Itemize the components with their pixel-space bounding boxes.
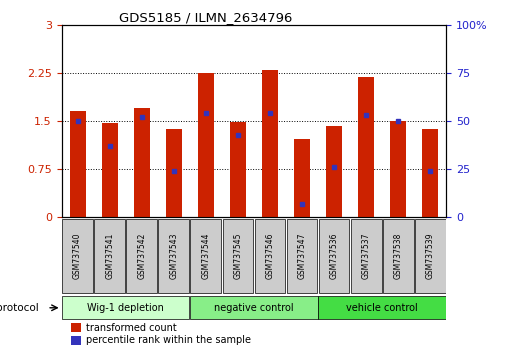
- Text: GSM737547: GSM737547: [298, 233, 307, 279]
- Bar: [223, 219, 253, 293]
- Bar: [198, 73, 214, 217]
- Text: vehicle control: vehicle control: [346, 303, 418, 313]
- Bar: [71, 336, 81, 345]
- Bar: [326, 126, 342, 217]
- Bar: [126, 219, 157, 293]
- Bar: [102, 123, 117, 217]
- Text: GDS5185 / ILMN_2634796: GDS5185 / ILMN_2634796: [119, 11, 292, 24]
- Bar: [134, 108, 150, 217]
- Bar: [190, 296, 318, 319]
- Bar: [159, 219, 189, 293]
- Text: transformed count: transformed count: [86, 323, 176, 333]
- Text: Wig-1 depletion: Wig-1 depletion: [87, 303, 164, 313]
- Bar: [71, 323, 81, 332]
- Bar: [390, 121, 406, 217]
- Text: GSM737540: GSM737540: [73, 233, 82, 279]
- Bar: [319, 296, 446, 319]
- Text: GSM737536: GSM737536: [329, 233, 339, 279]
- Text: GSM737545: GSM737545: [233, 233, 243, 279]
- Bar: [230, 122, 246, 217]
- Bar: [166, 129, 182, 217]
- Bar: [415, 219, 446, 293]
- Bar: [422, 129, 438, 217]
- Text: GSM737539: GSM737539: [426, 233, 435, 279]
- Bar: [262, 70, 278, 217]
- Bar: [94, 219, 125, 293]
- Bar: [383, 219, 413, 293]
- Text: GSM737543: GSM737543: [169, 233, 179, 279]
- Text: percentile rank within the sample: percentile rank within the sample: [86, 335, 251, 346]
- Bar: [190, 219, 221, 293]
- Bar: [254, 219, 285, 293]
- Bar: [351, 219, 382, 293]
- Bar: [358, 78, 374, 217]
- Bar: [287, 219, 318, 293]
- Bar: [70, 112, 86, 217]
- Bar: [62, 296, 189, 319]
- Text: GSM737537: GSM737537: [362, 233, 371, 279]
- Text: GSM737541: GSM737541: [105, 233, 114, 279]
- Bar: [62, 219, 93, 293]
- Text: GSM737544: GSM737544: [201, 233, 210, 279]
- Bar: [294, 139, 310, 217]
- Text: negative control: negative control: [214, 303, 294, 313]
- Text: GSM737542: GSM737542: [137, 233, 146, 279]
- Text: protocol: protocol: [0, 303, 39, 313]
- Text: GSM737546: GSM737546: [265, 233, 274, 279]
- Bar: [319, 219, 349, 293]
- Text: GSM737538: GSM737538: [393, 233, 403, 279]
